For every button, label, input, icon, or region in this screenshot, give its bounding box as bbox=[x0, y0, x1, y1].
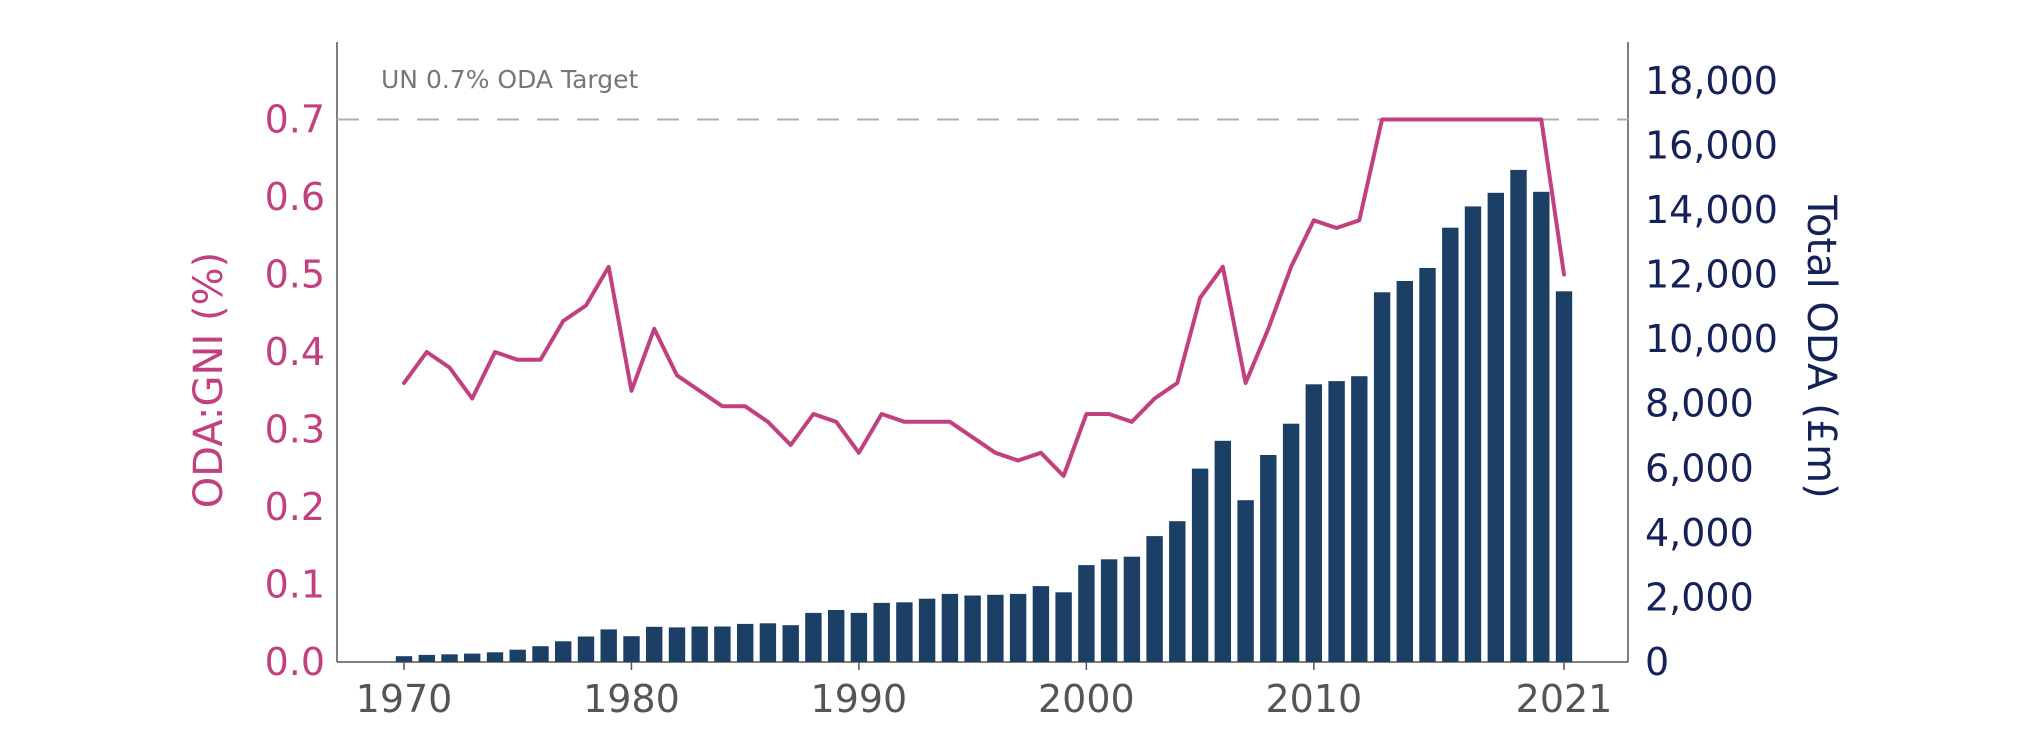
bar-1998 bbox=[1032, 586, 1050, 662]
bar-2019 bbox=[1510, 169, 1527, 662]
right-tick-label: 18,000 bbox=[1645, 59, 1778, 103]
bar-1979 bbox=[600, 629, 617, 662]
bar-1970 bbox=[395, 656, 413, 662]
bar-1986 bbox=[759, 623, 777, 663]
bar-2005 bbox=[1191, 468, 1209, 662]
right-tick-label: 16,000 bbox=[1645, 123, 1778, 167]
bar-2015 bbox=[1419, 268, 1436, 662]
bar-2007 bbox=[1237, 500, 1254, 662]
bar-1973 bbox=[464, 653, 481, 662]
bar-1982 bbox=[668, 627, 686, 662]
bar-2010 bbox=[1305, 384, 1322, 662]
right-tick-label: 10,000 bbox=[1645, 317, 1778, 361]
bar-1993 bbox=[918, 598, 936, 662]
right-tick-label: 0 bbox=[1645, 640, 1669, 684]
bar-2001 bbox=[1100, 559, 1118, 662]
bar-2009 bbox=[1282, 423, 1300, 662]
bar-1989 bbox=[828, 610, 845, 662]
bar-2003 bbox=[1146, 536, 1163, 662]
left-tick-label: 0.5 bbox=[265, 253, 325, 297]
oda-gni-line bbox=[402, 117, 1566, 478]
x-tick-label: 1980 bbox=[583, 677, 680, 721]
bar-1976 bbox=[532, 646, 549, 662]
bar-1980 bbox=[623, 636, 640, 662]
bar-1978 bbox=[577, 636, 595, 662]
right-tick-label: 14,000 bbox=[1645, 188, 1778, 232]
left-tick-label: 0.0 bbox=[265, 640, 325, 684]
bar-series bbox=[395, 169, 1573, 663]
left-tick-label: 0.1 bbox=[265, 563, 325, 607]
right-tick-label: 6,000 bbox=[1645, 446, 1754, 490]
bar-1990 bbox=[850, 612, 868, 662]
bar-2006 bbox=[1214, 440, 1231, 662]
bar-2014 bbox=[1396, 281, 1413, 662]
bar-2013 bbox=[1373, 292, 1391, 662]
bar-2018 bbox=[1487, 192, 1504, 663]
bar-1975 bbox=[509, 649, 526, 662]
right-tick-label: 8,000 bbox=[1645, 382, 1754, 426]
left-tick-label: 0.4 bbox=[265, 330, 325, 374]
left-axis-ticks: 0.0 0.1 0.2 0.3 0.4 0.5 0.6 0.7 bbox=[265, 98, 325, 685]
bar-1988 bbox=[805, 612, 822, 662]
bar-2020 bbox=[1533, 191, 1550, 663]
right-tick-label: 2,000 bbox=[1645, 575, 1754, 619]
left-tick-label: 0.2 bbox=[265, 485, 325, 529]
bar-2021 bbox=[1555, 291, 1573, 662]
right-axis-title: Total ODA (£m) bbox=[1798, 194, 1844, 498]
right-axis-ticks: 0 2,000 4,000 6,000 8,000 10,000 12,000 14,000 1… bbox=[1645, 59, 1778, 684]
x-tick-label: 2021 bbox=[1516, 677, 1613, 721]
bar-1983 bbox=[691, 626, 708, 662]
x-tick-label: 2000 bbox=[1038, 677, 1135, 721]
left-tick-label: 0.6 bbox=[265, 175, 325, 219]
x-tick-label: 1970 bbox=[356, 677, 453, 721]
bar-1974 bbox=[486, 652, 504, 662]
bar-1995 bbox=[964, 595, 981, 662]
bar-2017 bbox=[1464, 206, 1482, 662]
right-tick-label: 4,000 bbox=[1645, 511, 1754, 555]
left-axis-title: ODA:GNI (%) bbox=[186, 252, 232, 508]
x-tick-label: 2010 bbox=[1265, 677, 1362, 721]
bar-1991 bbox=[873, 602, 890, 662]
bar-1992 bbox=[896, 602, 913, 662]
x-axis-ticks: 1970 1980 1990 2000 2010 2021 bbox=[356, 662, 1613, 721]
bar-1999 bbox=[1055, 592, 1072, 663]
left-tick-label: 0.7 bbox=[265, 98, 325, 142]
bar-1997 bbox=[1009, 593, 1027, 662]
right-tick-label: 12,000 bbox=[1645, 253, 1778, 297]
target-label: UN 0.7% ODA Target bbox=[381, 65, 638, 94]
bar-1972 bbox=[441, 654, 458, 663]
bar-2012 bbox=[1351, 376, 1368, 662]
bar-1981 bbox=[646, 626, 663, 662]
bar-1977 bbox=[555, 641, 572, 662]
bar-1994 bbox=[941, 593, 959, 662]
left-tick-label: 0.3 bbox=[265, 408, 325, 452]
bar-2016 bbox=[1442, 227, 1459, 662]
bar-1971 bbox=[418, 654, 435, 662]
bar-1987 bbox=[782, 625, 799, 662]
bar-2000 bbox=[1078, 565, 1095, 662]
bar-2004 bbox=[1169, 521, 1186, 662]
bar-1985 bbox=[737, 623, 754, 662]
bar-2002 bbox=[1123, 556, 1141, 662]
bar-1996 bbox=[987, 594, 1004, 662]
bar-1984 bbox=[714, 626, 731, 662]
bar-2008 bbox=[1260, 455, 1277, 662]
bar-2011 bbox=[1328, 381, 1345, 662]
x-tick-label: 1990 bbox=[811, 677, 908, 721]
